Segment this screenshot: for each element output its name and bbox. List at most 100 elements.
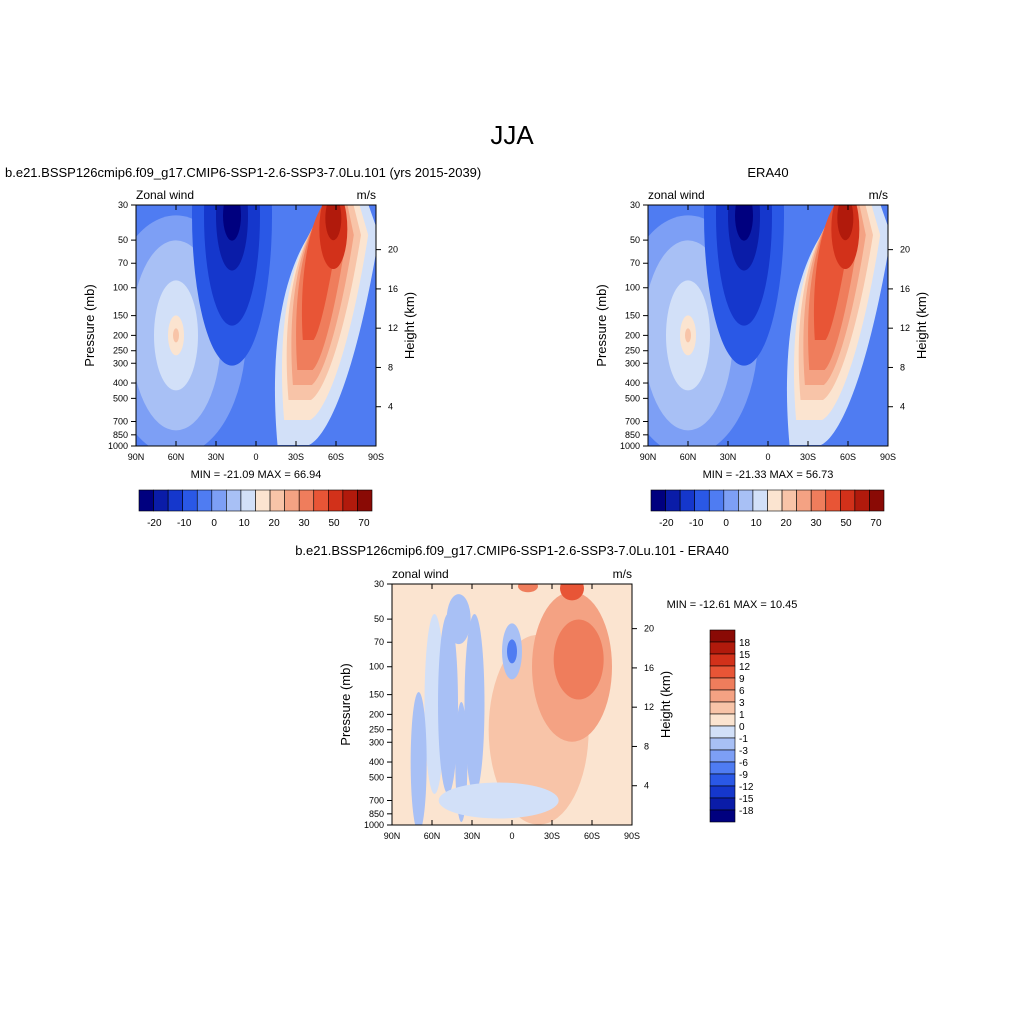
x-tick-label: 90S [624,831,640,841]
contour-fill [507,639,517,664]
y-tick-label: 850 [113,430,128,440]
y-tick-label: 300 [369,737,384,747]
y-tick-label: 400 [625,378,640,388]
colorbar-box [679,489,695,512]
x-tick-label: 0 [253,452,258,462]
colorbar-box [781,489,797,512]
colorbar-box [196,489,213,512]
x-tick-label: 30N [720,452,737,462]
colorbar-box [167,489,183,512]
contour-field [136,205,376,446]
contour-fill [685,328,691,343]
colorbar-label: 70 [358,518,370,529]
colorbar-label: -20 [147,518,162,529]
y2-tick-label: 4 [900,402,905,412]
y-tick-label: 70 [374,637,384,647]
x-tick-label: 30S [288,452,304,462]
units-label: m/s [869,188,888,202]
panel2-plot: 90N 60N 30N 0 30S 60S 90S305070100150200250300… [594,188,929,529]
colorbar-box [709,785,736,799]
colorbar-label: -18 [739,806,754,817]
min-max-stat: MIN = -21.33 MAX = 56.73 [703,469,834,481]
contour-fill [223,205,241,241]
contour-fill [438,782,559,819]
colorbar-label: 0 [723,518,729,529]
colorbar-box [869,489,885,512]
y-tick-label: 30 [630,200,640,210]
y-tick-label: 1000 [108,441,128,451]
y2-tick-label: 8 [388,362,393,372]
units-label: m/s [613,567,632,581]
y2-tick-label: 16 [900,284,910,294]
colorbar-box [357,489,373,512]
y-tick-label: 30 [374,579,384,589]
colorbar-box [709,641,736,655]
contour-fill [464,614,485,794]
colorbar-label: 70 [870,518,882,529]
colorbar-box [709,773,736,787]
colorbar-label: 15 [739,650,751,661]
colorbar-label: -12 [739,782,754,793]
y2-axis-label: Height (km) [914,292,929,359]
colorbar-label: 0 [739,722,745,733]
y-tick-label: 100 [113,283,128,293]
colorbar-box [211,489,227,512]
colorbar-box [328,489,344,512]
x-tick-label: 30S [544,831,560,841]
colorbar-box [709,677,736,691]
colorbar-box [709,737,736,751]
colorbar-label: -6 [739,758,748,769]
y-tick-label: 850 [369,809,384,819]
colorbar-box [226,489,242,512]
colorbar-label: 30 [299,518,311,529]
y-tick-label: 150 [113,311,128,321]
panel1-title: b.e21.BSSP126cmip6.f09_g17.CMIP6-SSP1-2.… [5,165,482,180]
colorbar-box [767,489,783,512]
y2-tick-label: 20 [388,245,398,255]
contour-fill [325,205,342,241]
x-tick-label: 90S [880,452,896,462]
colorbar-label: 20 [781,518,793,529]
colorbar-box [709,761,736,775]
field-name-label: zonal wind [392,567,449,581]
y-tick-label: 700 [113,416,128,426]
colorbar-label: -1 [739,734,748,745]
colorbar-box [182,489,198,512]
colorbar-box [709,689,736,703]
x-tick-label: 60N [424,831,441,841]
y-tick-label: 70 [118,258,128,268]
y-tick-label: 500 [113,393,128,403]
colorbar-label: 6 [739,686,745,697]
main-title: JJA [490,120,534,150]
y-tick-label: 250 [113,346,128,356]
colorbar-box [752,489,768,512]
y-tick-label: 200 [625,330,640,340]
colorbar-label: 10 [751,518,763,529]
y-tick-label: 500 [625,393,640,403]
colorbar-box [708,489,725,512]
contour-field [392,584,632,825]
colorbar-label: -20 [659,518,674,529]
y-tick-label: 700 [625,416,640,426]
y-tick-label: 50 [630,235,640,245]
y-tick-label: 400 [113,378,128,388]
y-axis-label: Pressure (mb) [82,284,97,366]
y2-axis-label: Height (km) [658,671,673,738]
x-tick-label: 60S [840,452,856,462]
colorbar-label: -10 [177,518,192,529]
units-label: m/s [357,188,376,202]
min-max-stat: MIN = -12.61 MAX = 10.45 [667,599,798,611]
contour-fill [560,584,584,601]
x-tick-label: 30N [208,452,225,462]
y-tick-label: 300 [113,358,128,368]
x-tick-label: 30N [464,831,481,841]
panel2-title: ERA40 [747,165,789,180]
y2-tick-label: 12 [388,323,398,333]
colorbar-box [342,489,358,512]
colorbar-label: 0 [211,518,217,529]
contour-fill [446,594,471,645]
y2-tick-label: 12 [644,702,654,712]
colorbar-label: -9 [739,770,748,781]
contour-fill [410,692,427,825]
y-tick-label: 30 [118,200,128,210]
